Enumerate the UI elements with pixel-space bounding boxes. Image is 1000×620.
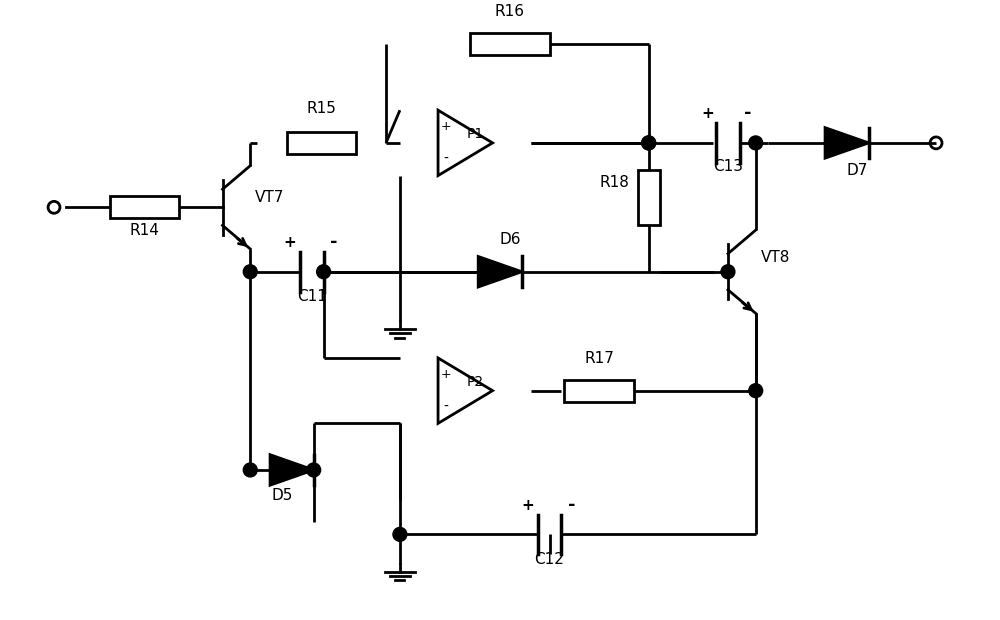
Text: +: + [284, 235, 296, 250]
Bar [287, 132, 356, 154]
Text: +: + [441, 368, 451, 381]
Text: +: + [702, 106, 714, 121]
Circle shape [243, 463, 257, 477]
Text: -: - [744, 104, 752, 122]
Bar [638, 170, 660, 224]
Circle shape [749, 136, 763, 150]
Text: D5: D5 [271, 488, 293, 503]
Text: P2: P2 [467, 374, 484, 389]
Circle shape [317, 265, 331, 278]
Text: R14: R14 [129, 223, 159, 238]
Circle shape [721, 265, 735, 278]
Text: R15: R15 [307, 101, 337, 116]
Circle shape [642, 136, 656, 150]
Polygon shape [438, 358, 493, 423]
Text: P1: P1 [467, 127, 484, 141]
Bar [110, 197, 179, 218]
Text: VT8: VT8 [761, 250, 790, 265]
Text: R16: R16 [495, 4, 525, 19]
Polygon shape [478, 257, 522, 287]
Circle shape [749, 384, 763, 397]
Text: C12: C12 [535, 552, 564, 567]
Text: VT7: VT7 [255, 190, 285, 205]
Text: -: - [568, 495, 575, 513]
Circle shape [307, 463, 321, 477]
Text: C11: C11 [297, 290, 327, 304]
Text: D6: D6 [499, 232, 521, 247]
Text: R17: R17 [584, 351, 614, 366]
Circle shape [393, 528, 407, 541]
Circle shape [243, 265, 257, 278]
Text: R18: R18 [599, 175, 629, 190]
Text: +: + [441, 120, 451, 133]
Text: +: + [521, 498, 534, 513]
Polygon shape [438, 110, 493, 175]
Bar [564, 380, 634, 402]
Text: -: - [444, 400, 448, 414]
Circle shape [642, 136, 656, 150]
Polygon shape [825, 128, 869, 158]
Text: -: - [444, 153, 448, 166]
Polygon shape [270, 454, 314, 485]
Bar [470, 33, 550, 55]
Text: D7: D7 [846, 162, 867, 177]
Text: -: - [330, 233, 337, 251]
Text: C13: C13 [713, 159, 743, 174]
